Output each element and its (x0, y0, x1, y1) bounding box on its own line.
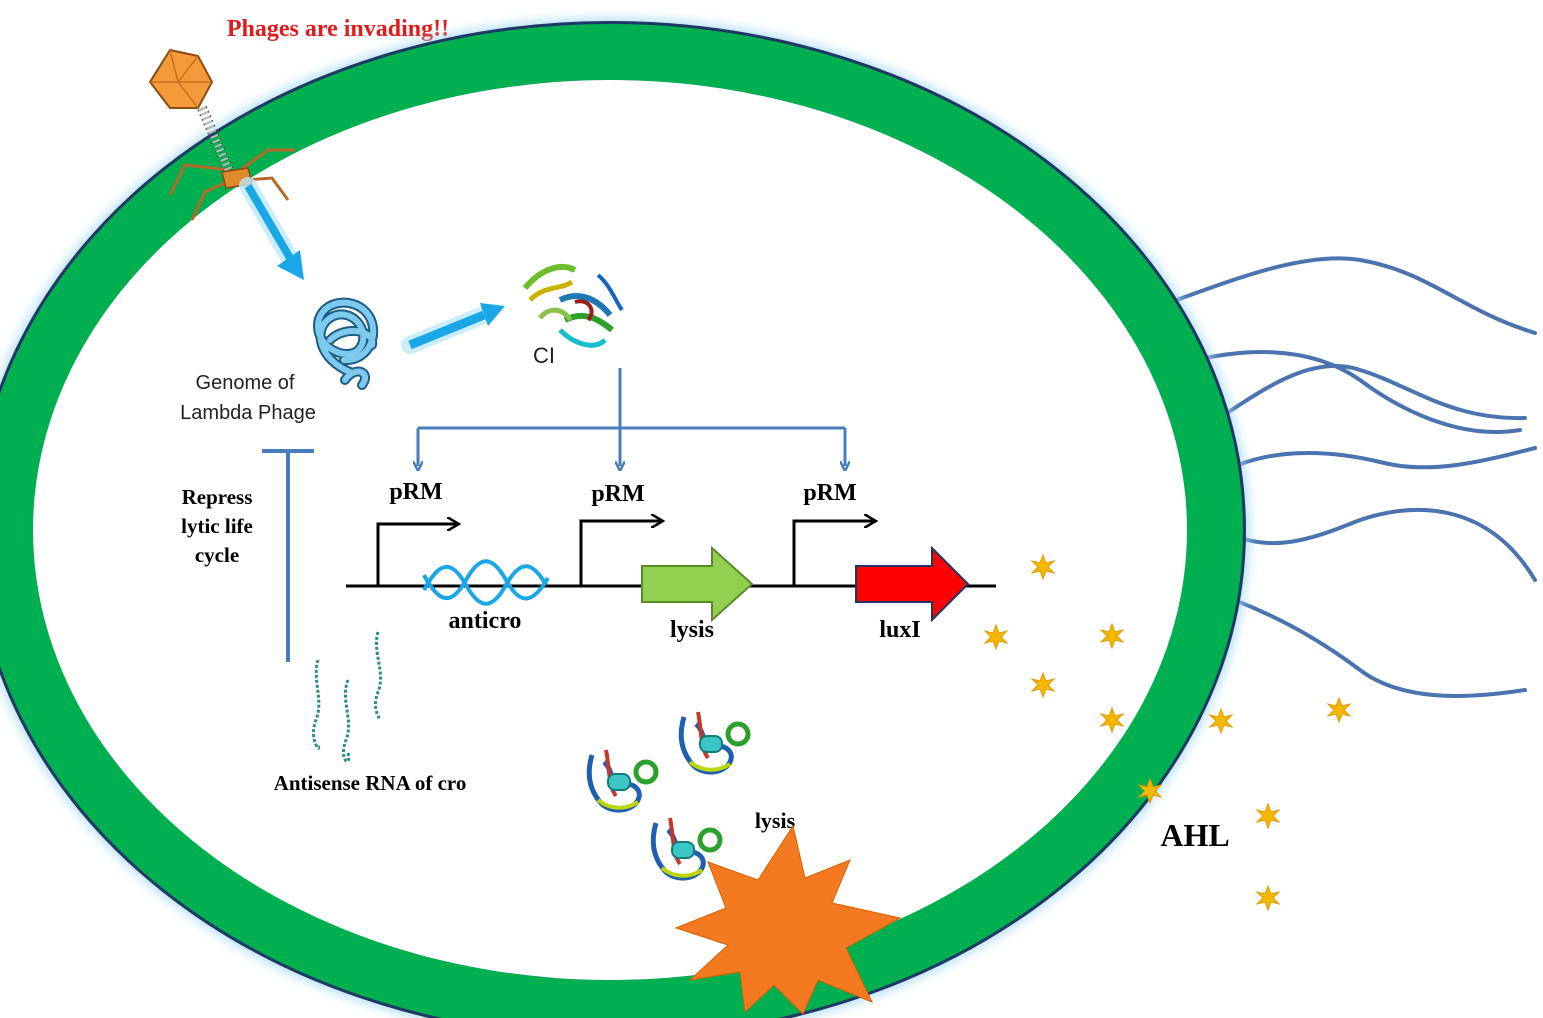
genome-label-line1: Genome of (196, 372, 295, 394)
ci-protein-icon (522, 263, 624, 348)
lysis-gene-arrow (641, 545, 754, 623)
flagellum-5 (1206, 508, 1537, 582)
anticro-label: anticro (449, 608, 522, 634)
repress-label-line2: lytic life (181, 514, 253, 538)
title: Phages are invading!! (227, 16, 449, 42)
flagellum-6 (1198, 586, 1527, 698)
flagellum-1 (1133, 256, 1537, 335)
lysis-gene-label: lysis (670, 617, 714, 643)
repression-bar (262, 449, 314, 662)
anticro-rna-icon (422, 559, 550, 606)
phage (148, 48, 295, 221)
ci-regulation-arrows (418, 368, 845, 466)
antisense-label: Antisense RNA of cro (274, 771, 467, 795)
antisense-rna-icon (312, 631, 383, 763)
promoter-label-2: pRM (591, 481, 644, 507)
ahl-molecule (1256, 885, 1280, 911)
promoter-label-1: pRM (389, 479, 442, 505)
luxi-label: luxI (879, 617, 920, 643)
repress-label-line3: cycle (195, 543, 239, 567)
cell-burst (674, 824, 902, 1015)
flagellum-4 (1208, 446, 1537, 482)
ci-label: CI (533, 343, 555, 368)
genome-label-line2: Lambda Phage (180, 402, 316, 424)
cell-membrane (0, 19, 1248, 1018)
ahl-molecule (1209, 708, 1233, 734)
lysis-protein-label: lysis (755, 808, 796, 833)
expression-arrow (401, 303, 505, 354)
luxi-gene-arrow (855, 545, 970, 623)
repress-label-line1: Repress (182, 485, 253, 509)
flagella (1133, 256, 1537, 698)
ahl-molecule (1327, 697, 1351, 723)
promoter-label-3: pRM (803, 480, 856, 506)
flagellum-3 (1193, 363, 1527, 434)
flagellum-2 (1166, 350, 1522, 434)
ahl-label: AHL (1160, 817, 1229, 853)
ahl-molecule (1256, 803, 1280, 829)
injection-arrow (239, 177, 304, 280)
promoter-arrows (376, 521, 873, 586)
